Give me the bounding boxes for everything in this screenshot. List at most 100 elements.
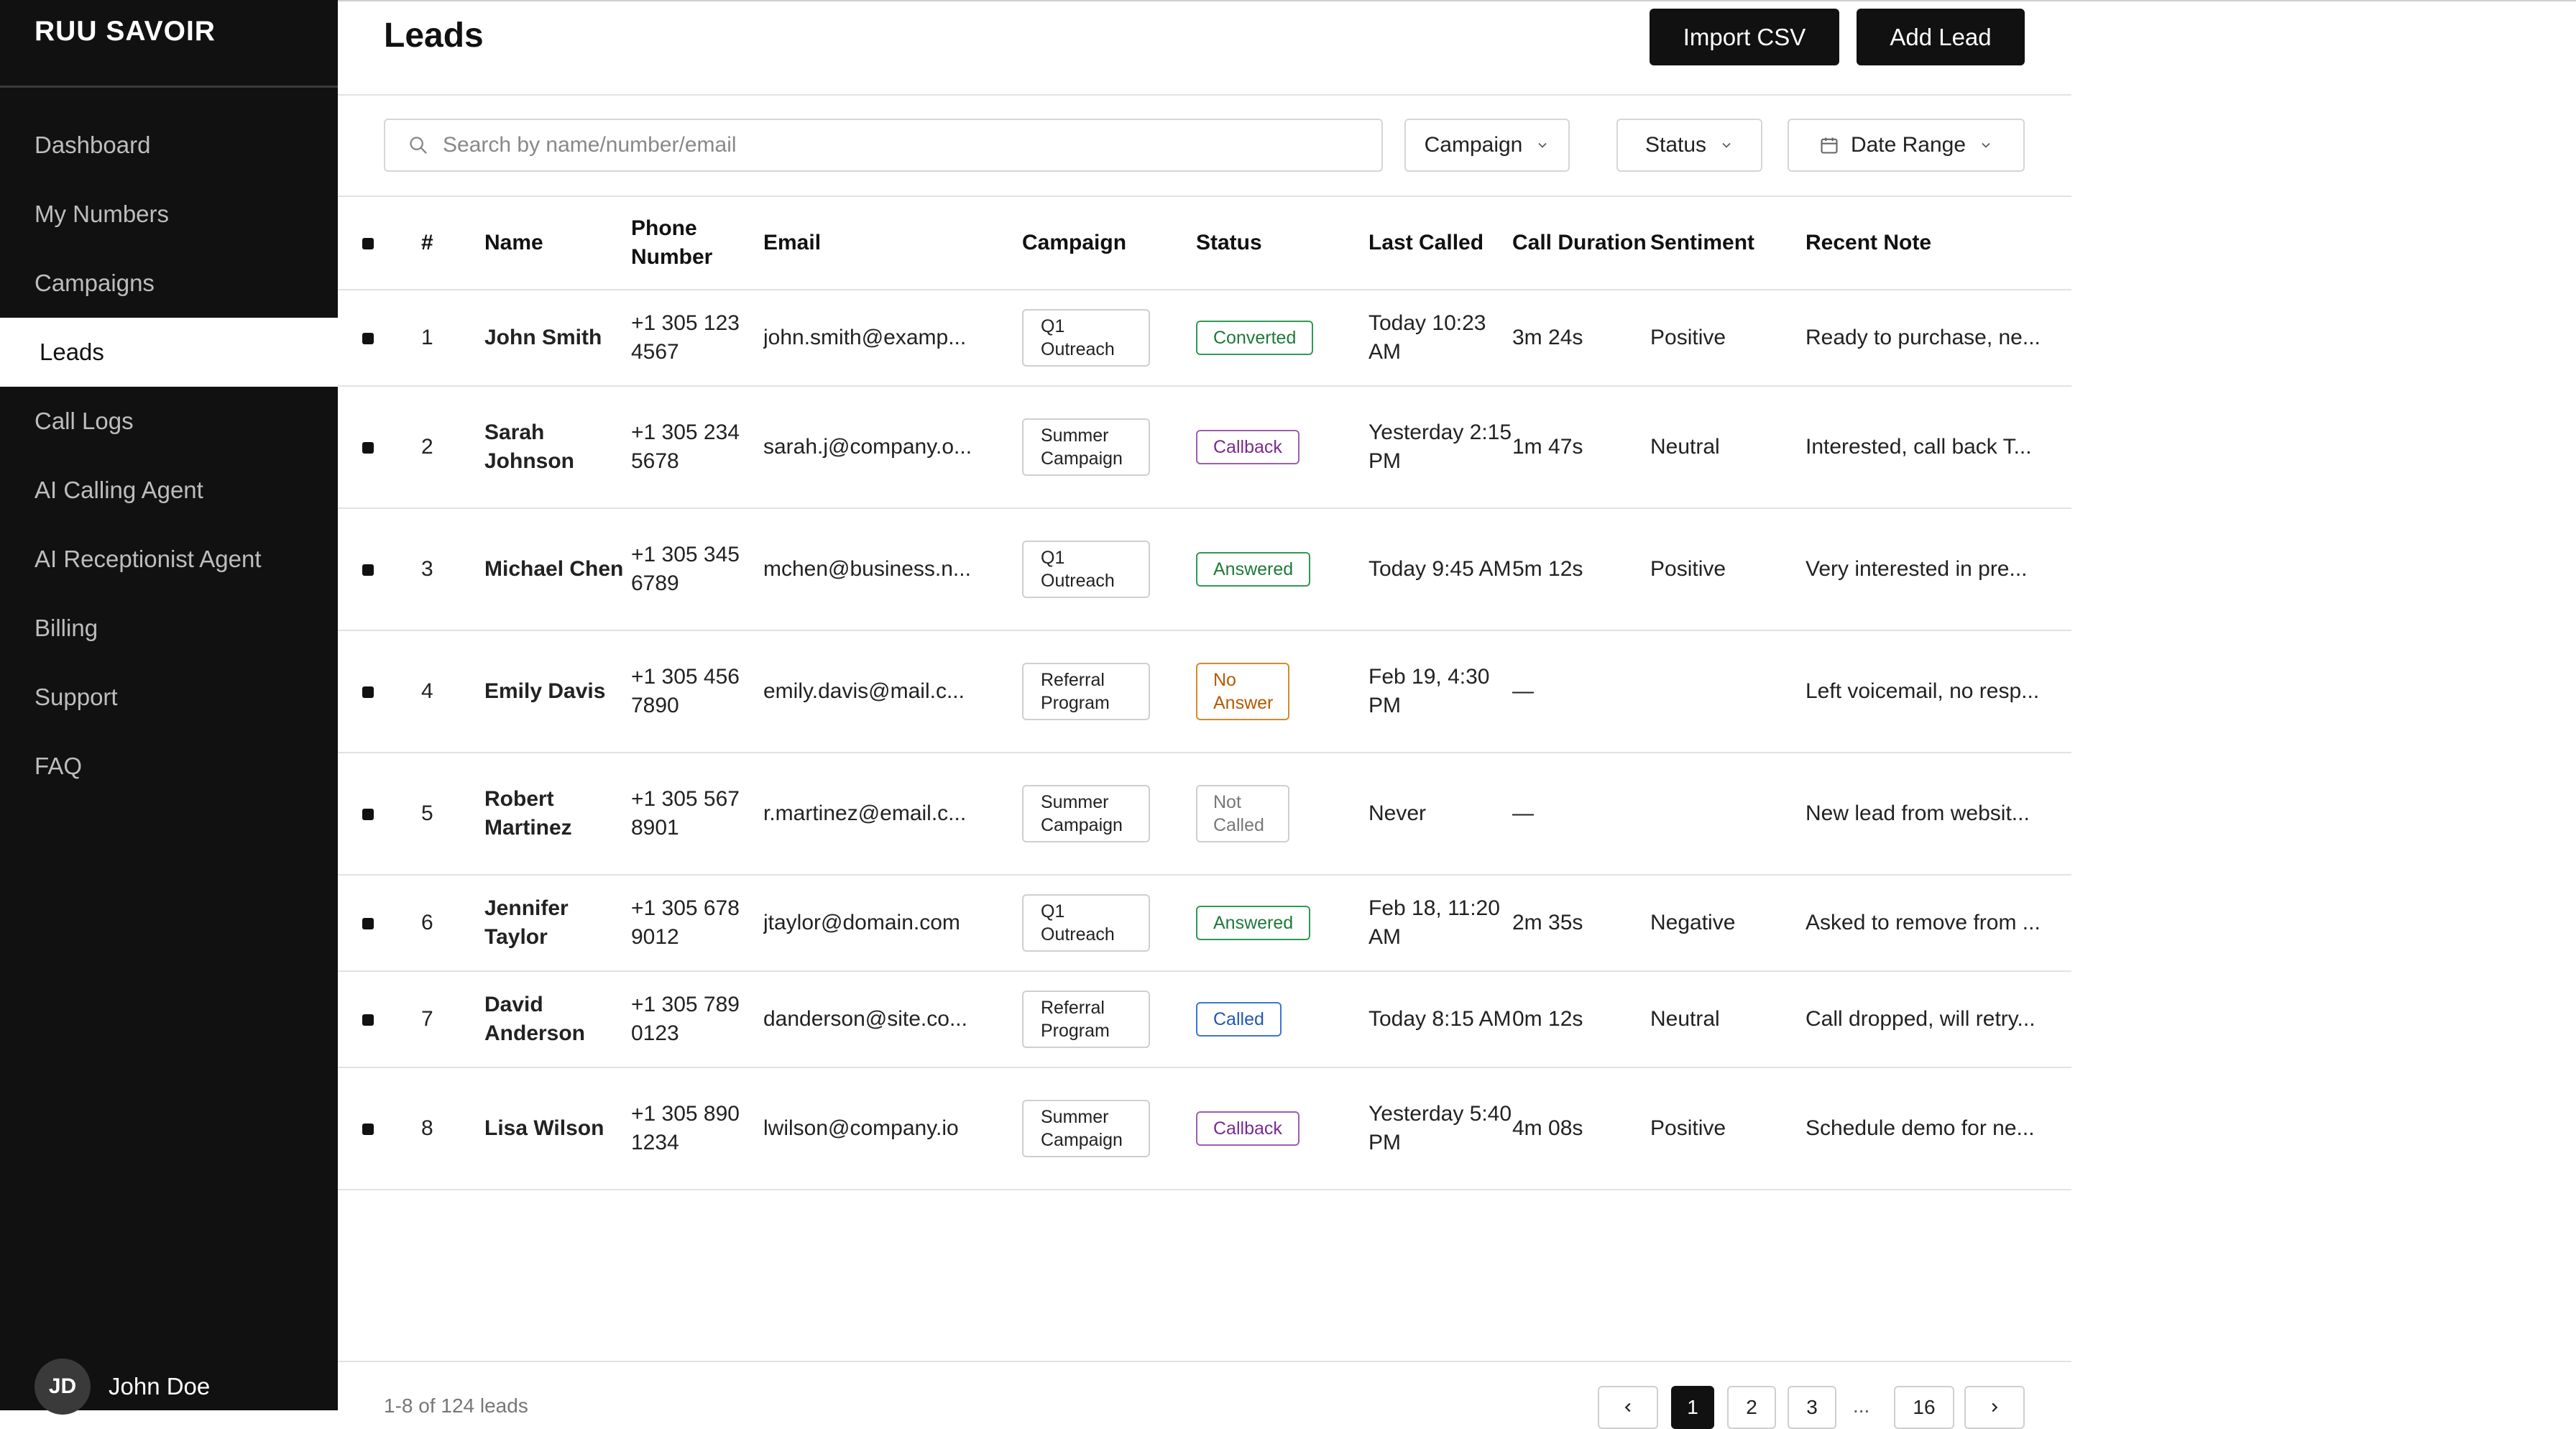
- status-badge: Converted: [1196, 321, 1314, 355]
- sidebar-item-leads[interactable]: Leads: [0, 318, 338, 387]
- lead-status-cell: Callback: [1196, 1067, 1368, 1190]
- import-csv-button[interactable]: Import CSV: [1650, 9, 1839, 65]
- table-row[interactable]: 6 Jennifer Taylor +1 305 678 9012 jtaylo…: [338, 875, 2071, 972]
- table-row[interactable]: 1 John Smith +1 305 123 4567 john.smith@…: [338, 290, 2071, 387]
- status-filter-dropdown[interactable]: Status: [1616, 119, 1762, 172]
- lead-recent-note: Very interested in pre...: [1806, 508, 2071, 631]
- status-badge: No Answer: [1196, 663, 1289, 720]
- select-all-checkbox[interactable]: [338, 197, 421, 290]
- lead-campaign-cell: Q1 Outreach: [1022, 508, 1196, 631]
- table-row[interactable]: 8 Lisa Wilson +1 305 890 1234 lwilson@co…: [338, 1067, 2071, 1190]
- table-row[interactable]: 4 Emily Davis +1 305 456 7890 emily.davi…: [338, 630, 2071, 753]
- leads-table: # Name Phone Number Email Campaign Statu…: [338, 197, 2071, 1190]
- lead-campaign-cell: Summer Campaign: [1022, 1067, 1196, 1190]
- lead-campaign-cell: Q1 Outreach: [1022, 875, 1196, 972]
- lead-last-called: Feb 19, 4:30 PM: [1368, 630, 1512, 753]
- lead-name[interactable]: David Anderson: [484, 971, 631, 1068]
- lead-name[interactable]: Sarah Johnson: [484, 386, 631, 509]
- pagination-prev-button[interactable]: [1598, 1386, 1658, 1429]
- lead-campaign-cell: Q1 Outreach: [1022, 290, 1196, 387]
- user-profile[interactable]: JD John Doe: [34, 1359, 210, 1415]
- pagination-page-16[interactable]: 16: [1894, 1386, 1954, 1429]
- table-row[interactable]: 7 David Anderson +1 305 789 0123 danders…: [338, 971, 2071, 1068]
- status-badge: Callback: [1196, 430, 1300, 464]
- add-lead-button[interactable]: Add Lead: [1857, 9, 2025, 65]
- sidebar-item-dashboard[interactable]: Dashboard: [34, 132, 151, 158]
- lead-email: mchen@business.n...: [763, 508, 1022, 631]
- pagination-ellipsis: ...: [1853, 1394, 1870, 1417]
- pagination-next-button[interactable]: [1964, 1386, 2025, 1429]
- chevron-down-icon: [1979, 138, 1993, 152]
- pagination-page-2[interactable]: 2: [1727, 1386, 1776, 1429]
- table-row[interactable]: 3 Michael Chen +1 305 345 6789 mchen@bus…: [338, 508, 2071, 631]
- column-header-email[interactable]: Email: [763, 197, 1022, 290]
- lead-status-cell: Not Called: [1196, 753, 1368, 876]
- pagination-page-1[interactable]: 1: [1671, 1386, 1714, 1429]
- lead-call-duration: 1m 47s: [1512, 386, 1650, 509]
- lead-name[interactable]: Emily Davis: [484, 630, 631, 753]
- sidebar-item-faq[interactable]: FAQ: [34, 753, 83, 779]
- campaign-filter-label: Campaign: [1424, 133, 1523, 157]
- row-checkbox[interactable]: [338, 875, 421, 972]
- row-index: 4: [421, 630, 484, 753]
- column-header-last-called[interactable]: Last Called: [1368, 197, 1512, 290]
- campaign-filter-dropdown[interactable]: Campaign: [1404, 119, 1570, 172]
- row-index: 8: [421, 1067, 484, 1190]
- column-header-campaign[interactable]: Campaign: [1022, 197, 1196, 290]
- lead-name[interactable]: Michael Chen: [484, 508, 631, 631]
- status-filter-label: Status: [1644, 133, 1707, 157]
- campaign-badge: Summer Campaign: [1022, 1100, 1150, 1157]
- column-header-status[interactable]: Status: [1196, 197, 1368, 290]
- row-checkbox[interactable]: [338, 386, 421, 509]
- lead-call-duration: 4m 08s: [1512, 1067, 1650, 1190]
- results-summary: 1-8 of 124 leads: [384, 1394, 528, 1417]
- lead-status-cell: Answered: [1196, 875, 1368, 972]
- lead-last-called: Today 8:15 AM: [1368, 971, 1512, 1068]
- main-content: Leads Import CSV Add Lead Campaign Statu…: [338, 0, 2071, 1429]
- lead-email: sarah.j@company.o...: [763, 386, 1022, 509]
- lead-call-duration: 0m 12s: [1512, 971, 1650, 1068]
- lead-name[interactable]: Jennifer Taylor: [484, 875, 631, 972]
- row-checkbox[interactable]: [338, 971, 421, 1068]
- column-header-call-duration[interactable]: Call Duration: [1512, 197, 1650, 290]
- column-header-recent-note[interactable]: Recent Note: [1806, 197, 2071, 290]
- sidebar-item-ai-calling-agent[interactable]: AI Calling Agent: [34, 477, 203, 503]
- lead-phone: +1 305 234 5678: [631, 386, 763, 509]
- row-checkbox[interactable]: [338, 290, 421, 387]
- divider: [338, 94, 2071, 96]
- date-range-filter-label: Date Range: [1850, 133, 1966, 157]
- row-index: 6: [421, 875, 484, 972]
- lead-name[interactable]: John Smith: [484, 290, 631, 387]
- sidebar-item-campaigns[interactable]: Campaigns: [34, 270, 155, 296]
- sidebar-item-support[interactable]: Support: [34, 684, 118, 710]
- table-row[interactable]: 5 Robert Martinez +1 305 567 8901 r.mart…: [338, 753, 2071, 876]
- date-range-filter-dropdown[interactable]: Date Range: [1788, 119, 2025, 172]
- pagination-page-3[interactable]: 3: [1788, 1386, 1836, 1429]
- row-checkbox[interactable]: [338, 1067, 421, 1190]
- row-checkbox[interactable]: [338, 630, 421, 753]
- sidebar-item-ai-receptionist-agent[interactable]: AI Receptionist Agent: [34, 546, 262, 572]
- lead-name[interactable]: Robert Martinez: [484, 753, 631, 876]
- column-header-sentiment[interactable]: Sentiment: [1650, 197, 1806, 290]
- row-checkbox[interactable]: [338, 508, 421, 631]
- column-header-phone[interactable]: Phone Number: [631, 197, 763, 290]
- lead-status-cell: Converted: [1196, 290, 1368, 387]
- search-input[interactable]: [441, 132, 1379, 158]
- sidebar-item-my-numbers[interactable]: My Numbers: [34, 201, 170, 227]
- lead-name[interactable]: Lisa Wilson: [484, 1067, 631, 1190]
- campaign-badge: Summer Campaign: [1022, 418, 1150, 476]
- sidebar-nav: Dashboard My Numbers Campaigns Leads Cal…: [0, 111, 338, 801]
- status-badge: Not Called: [1196, 785, 1289, 842]
- sidebar-item-call-logs[interactable]: Call Logs: [34, 408, 134, 434]
- divider: [338, 1361, 2071, 1362]
- lead-recent-note: Schedule demo for ne...: [1806, 1067, 2071, 1190]
- sidebar-item-billing[interactable]: Billing: [34, 615, 98, 641]
- row-checkbox[interactable]: [338, 753, 421, 876]
- lead-status-cell: Called: [1196, 971, 1368, 1068]
- calendar-icon: [1819, 135, 1839, 155]
- campaign-badge: Q1 Outreach: [1022, 309, 1150, 367]
- column-header-name[interactable]: Name: [484, 197, 631, 290]
- table-row[interactable]: 2 Sarah Johnson +1 305 234 5678 sarah.j@…: [338, 386, 2071, 509]
- lead-phone: +1 305 789 0123: [631, 971, 763, 1068]
- lead-sentiment: Neutral: [1650, 386, 1806, 509]
